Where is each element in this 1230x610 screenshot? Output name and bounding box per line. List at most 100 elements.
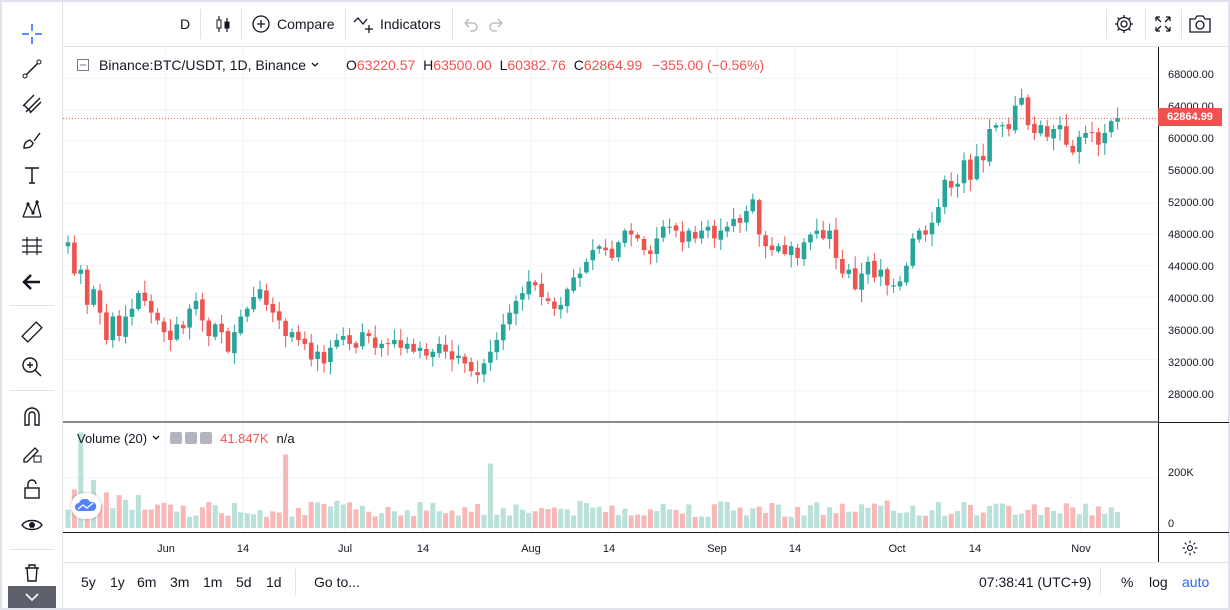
range-1d[interactable]: 1d <box>266 574 282 590</box>
close-small-icon[interactable] <box>200 432 213 444</box>
zoom-in-icon[interactable] <box>17 352 47 382</box>
candle-body <box>1057 125 1063 130</box>
candle-body <box>680 231 685 243</box>
undo-button[interactable] <box>461 2 479 46</box>
candle-body <box>852 268 858 290</box>
volume-bar <box>1089 515 1095 528</box>
range-5y[interactable]: 5y <box>81 574 96 590</box>
price-axis[interactable]: 68000.00 64000.00 60000.00 56000.00 5200… <box>1158 47 1229 562</box>
volume-bar <box>302 514 308 528</box>
volume-bar <box>942 515 948 528</box>
price-chart[interactable] <box>63 47 1158 532</box>
volume-bar <box>1038 515 1044 528</box>
magnet-icon[interactable] <box>17 402 47 432</box>
range-3m[interactable]: 3m <box>170 574 190 590</box>
range-1y[interactable]: 1y <box>110 574 125 590</box>
pattern-icon[interactable] <box>17 195 47 225</box>
candle-body <box>833 229 839 258</box>
candle-body <box>1064 126 1069 145</box>
price-change: −355.00 (−0.56%) <box>652 57 765 73</box>
volume-bar <box>359 505 365 528</box>
candle-body <box>187 308 192 328</box>
clock-timezone[interactable]: 07:38:41 (UTC+9) <box>979 574 1092 590</box>
pitchfork-icon[interactable] <box>17 89 47 119</box>
volume-bar <box>763 512 769 528</box>
volume-tick: 0 <box>1168 518 1175 530</box>
volume-bar <box>315 502 321 528</box>
candle-body <box>539 283 544 297</box>
candle-body <box>392 339 397 345</box>
volume-bar <box>865 507 871 528</box>
candle-body <box>155 312 160 321</box>
volume-bar <box>852 511 858 528</box>
chart-type-button[interactable] <box>213 2 233 46</box>
volume-bar <box>155 504 161 528</box>
time-tick: 14 <box>602 543 616 555</box>
candle-body <box>264 290 269 305</box>
fullscreen-button[interactable] <box>1153 2 1173 46</box>
trend-line-icon[interactable] <box>17 54 47 84</box>
symbol-title[interactable]: Binance:BTC/USDT, 1D, Binance <box>99 57 306 73</box>
volume-bar <box>1063 503 1069 528</box>
lock-drawing-icon[interactable] <box>17 438 47 468</box>
percent-toggle[interactable]: % <box>1121 574 1134 590</box>
chart-pane[interactable]: Binance:BTC/USDT, 1D, Binance O63220.57 … <box>63 47 1158 562</box>
volume-bar <box>174 511 180 528</box>
goto-button[interactable]: Go to... <box>314 574 360 590</box>
settings-small-icon[interactable] <box>185 432 198 444</box>
volume-bar <box>475 503 481 528</box>
compare-button[interactable]: Compare <box>251 2 335 46</box>
back-arrow-icon[interactable] <box>17 267 47 297</box>
candle-body <box>334 339 340 347</box>
log-toggle[interactable]: log <box>1149 574 1168 590</box>
candle-body <box>168 330 173 340</box>
brush-icon[interactable] <box>17 125 47 155</box>
tradingview-logo[interactable] <box>71 493 101 519</box>
candle-body <box>750 199 756 212</box>
candle-body <box>654 238 660 254</box>
prediction-icon[interactable] <box>17 231 47 261</box>
candle-body <box>744 211 749 223</box>
candle-body <box>180 324 186 329</box>
auto-toggle[interactable]: auto <box>1182 574 1210 590</box>
indicators-button[interactable]: Indicators <box>353 2 441 46</box>
snapshot-button[interactable] <box>1188 2 1212 46</box>
volume-bar <box>1083 503 1089 528</box>
volume-bar <box>449 510 455 528</box>
crosshair-icon[interactable] <box>17 19 47 49</box>
candle-body <box>968 159 973 180</box>
volume-bar <box>551 507 557 528</box>
time-axis[interactable]: Jun 14 Jul 14 Aug 14 Sep 14 Oct 14 Nov <box>63 532 1158 563</box>
candle-body <box>1070 146 1076 153</box>
volume-bar <box>628 515 634 528</box>
candle-body <box>872 260 877 278</box>
unlock-icon[interactable] <box>17 474 47 504</box>
trash-icon[interactable] <box>17 558 47 588</box>
volume-bar <box>526 512 532 528</box>
candle-body <box>974 156 980 180</box>
range-1m[interactable]: 1m <box>203 574 223 590</box>
chevron-down-icon <box>25 593 39 602</box>
candle-body <box>558 304 564 310</box>
volume-bar <box>65 509 71 528</box>
candle-body <box>808 234 813 243</box>
candle-body <box>443 344 448 352</box>
candle-body <box>814 230 820 234</box>
chart-settings-gear[interactable] <box>1181 539 1199 562</box>
ruler-icon[interactable] <box>17 317 47 347</box>
range-5d[interactable]: 5d <box>236 574 252 590</box>
settings-button[interactable] <box>1113 2 1135 46</box>
candle-body <box>705 226 711 231</box>
eye-icon[interactable] <box>17 510 47 540</box>
toolbar-collapse-button[interactable] <box>8 586 56 608</box>
range-6m[interactable]: 6m <box>137 574 157 590</box>
volume-title[interactable]: Volume (20) <box>77 430 148 446</box>
volume-bar <box>827 507 833 528</box>
price-tick: 48000.00 <box>1168 229 1214 241</box>
text-tool-icon[interactable] <box>17 160 47 190</box>
candle-body <box>942 179 948 208</box>
eye-toggle-icon[interactable] <box>170 432 183 444</box>
interval-button[interactable]: D <box>180 16 191 32</box>
redo-button[interactable] <box>488 2 506 46</box>
